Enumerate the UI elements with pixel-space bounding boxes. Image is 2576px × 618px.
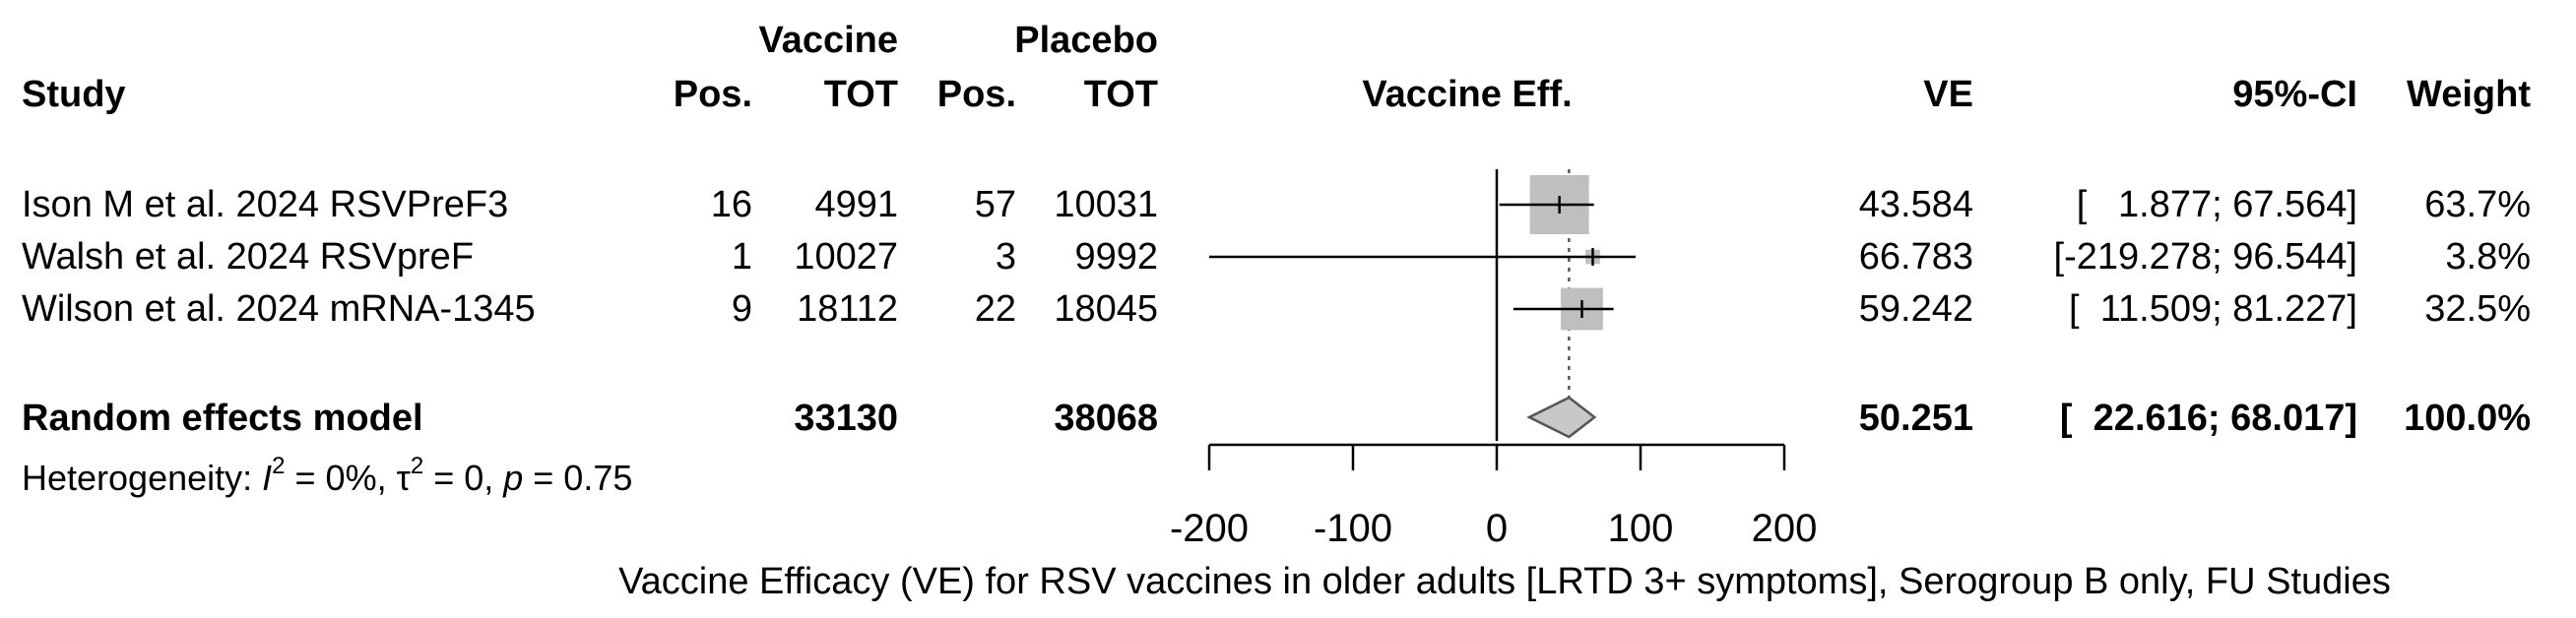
- heterogeneity-part-2: = 0,: [423, 458, 504, 498]
- pooled-ci-value: [ 22.616; 68.017]: [2059, 398, 2357, 439]
- header-weight: Weight: [2407, 74, 2531, 115]
- pooled-vaccine-tot: 33130: [794, 398, 898, 439]
- study-name: Ison M et al. 2024 RSVPreF3: [22, 184, 509, 225]
- study-name: Walsh et al. 2024 RSVpreF: [22, 236, 475, 278]
- pooled-placebo-tot: 38068: [1054, 398, 1158, 439]
- i-squared-superscript: 2: [272, 453, 286, 479]
- vaccine-pos-value: 16: [710, 184, 752, 225]
- header-placebo-group: Placebo: [1014, 20, 1158, 61]
- pooled-ve-value: 50.251: [1858, 398, 1973, 439]
- x-tick-label: 0: [1486, 507, 1508, 550]
- vaccine-pos-value: 9: [731, 288, 752, 330]
- header-ve: VE: [1923, 74, 1973, 115]
- pooled-diamond: [1526, 396, 1597, 439]
- weight-value: 32.5%: [2424, 288, 2531, 330]
- placebo-tot-value: 10031: [1054, 184, 1158, 225]
- ci-value: [ 11.509; 81.227]: [2069, 288, 2357, 330]
- placebo-tot-value: 9992: [1074, 236, 1158, 278]
- header-vaccine-tot: TOT: [823, 74, 898, 115]
- placebo-tot-value: 18045: [1054, 288, 1158, 330]
- vaccine-pos-value: 1: [731, 236, 752, 278]
- vaccine-tot-value: 18112: [797, 288, 898, 330]
- heterogeneity-part: = 0%, τ: [285, 458, 411, 498]
- header-placebo-pos: Pos.: [936, 74, 1016, 115]
- vaccine-tot-value: 10027: [794, 236, 898, 278]
- weight-value: 63.7%: [2424, 184, 2531, 225]
- heterogeneity-prefix: Heterogeneity:: [22, 458, 263, 498]
- pooled-weight-value: 100.0%: [2404, 398, 2531, 439]
- header-study: Study: [22, 74, 126, 115]
- header-vaccine-eff: Vaccine Eff.: [1362, 74, 1573, 115]
- i-squared-symbol: I: [262, 458, 273, 498]
- x-tick-label: -100: [1314, 507, 1392, 550]
- x-axis-title: Vaccine Efficacy (VE) for RSV vaccines i…: [618, 561, 2391, 602]
- x-tick-label: 100: [1608, 507, 1674, 550]
- placebo-pos-value: 3: [995, 236, 1016, 278]
- vaccine-tot-value: 4991: [814, 184, 898, 225]
- header-placebo-tot: TOT: [1083, 74, 1158, 115]
- study-name: Wilson et al. 2024 mRNA-1345: [22, 288, 536, 330]
- ci-value: [-219.278; 96.544]: [2053, 236, 2357, 278]
- ve-value: 66.783: [1858, 236, 1973, 278]
- ci-value: [ 1.877; 67.564]: [2076, 184, 2357, 225]
- heterogeneity-part-3: = 0.75: [523, 458, 633, 498]
- x-tick-label: 200: [1752, 507, 1818, 550]
- ve-value: 43.584: [1858, 184, 1973, 225]
- tau-squared-superscript: 2: [410, 453, 424, 479]
- weight-value: 3.8%: [2445, 236, 2531, 278]
- x-tick-label: -200: [1170, 507, 1249, 550]
- header-vaccine-group: Vaccine: [758, 20, 898, 61]
- placebo-pos-value: 22: [974, 288, 1016, 330]
- p-symbol: p: [503, 458, 524, 498]
- heterogeneity-text: Heterogeneity: I2 = 0%, τ2 = 0, p = 0.75: [22, 455, 633, 498]
- header-vaccine-pos: Pos.: [673, 74, 752, 115]
- pooled-name: Random effects model: [22, 398, 423, 439]
- header-ci: 95%-CI: [2232, 74, 2357, 115]
- placebo-pos-value: 57: [974, 184, 1016, 225]
- ve-value: 59.242: [1858, 288, 1973, 330]
